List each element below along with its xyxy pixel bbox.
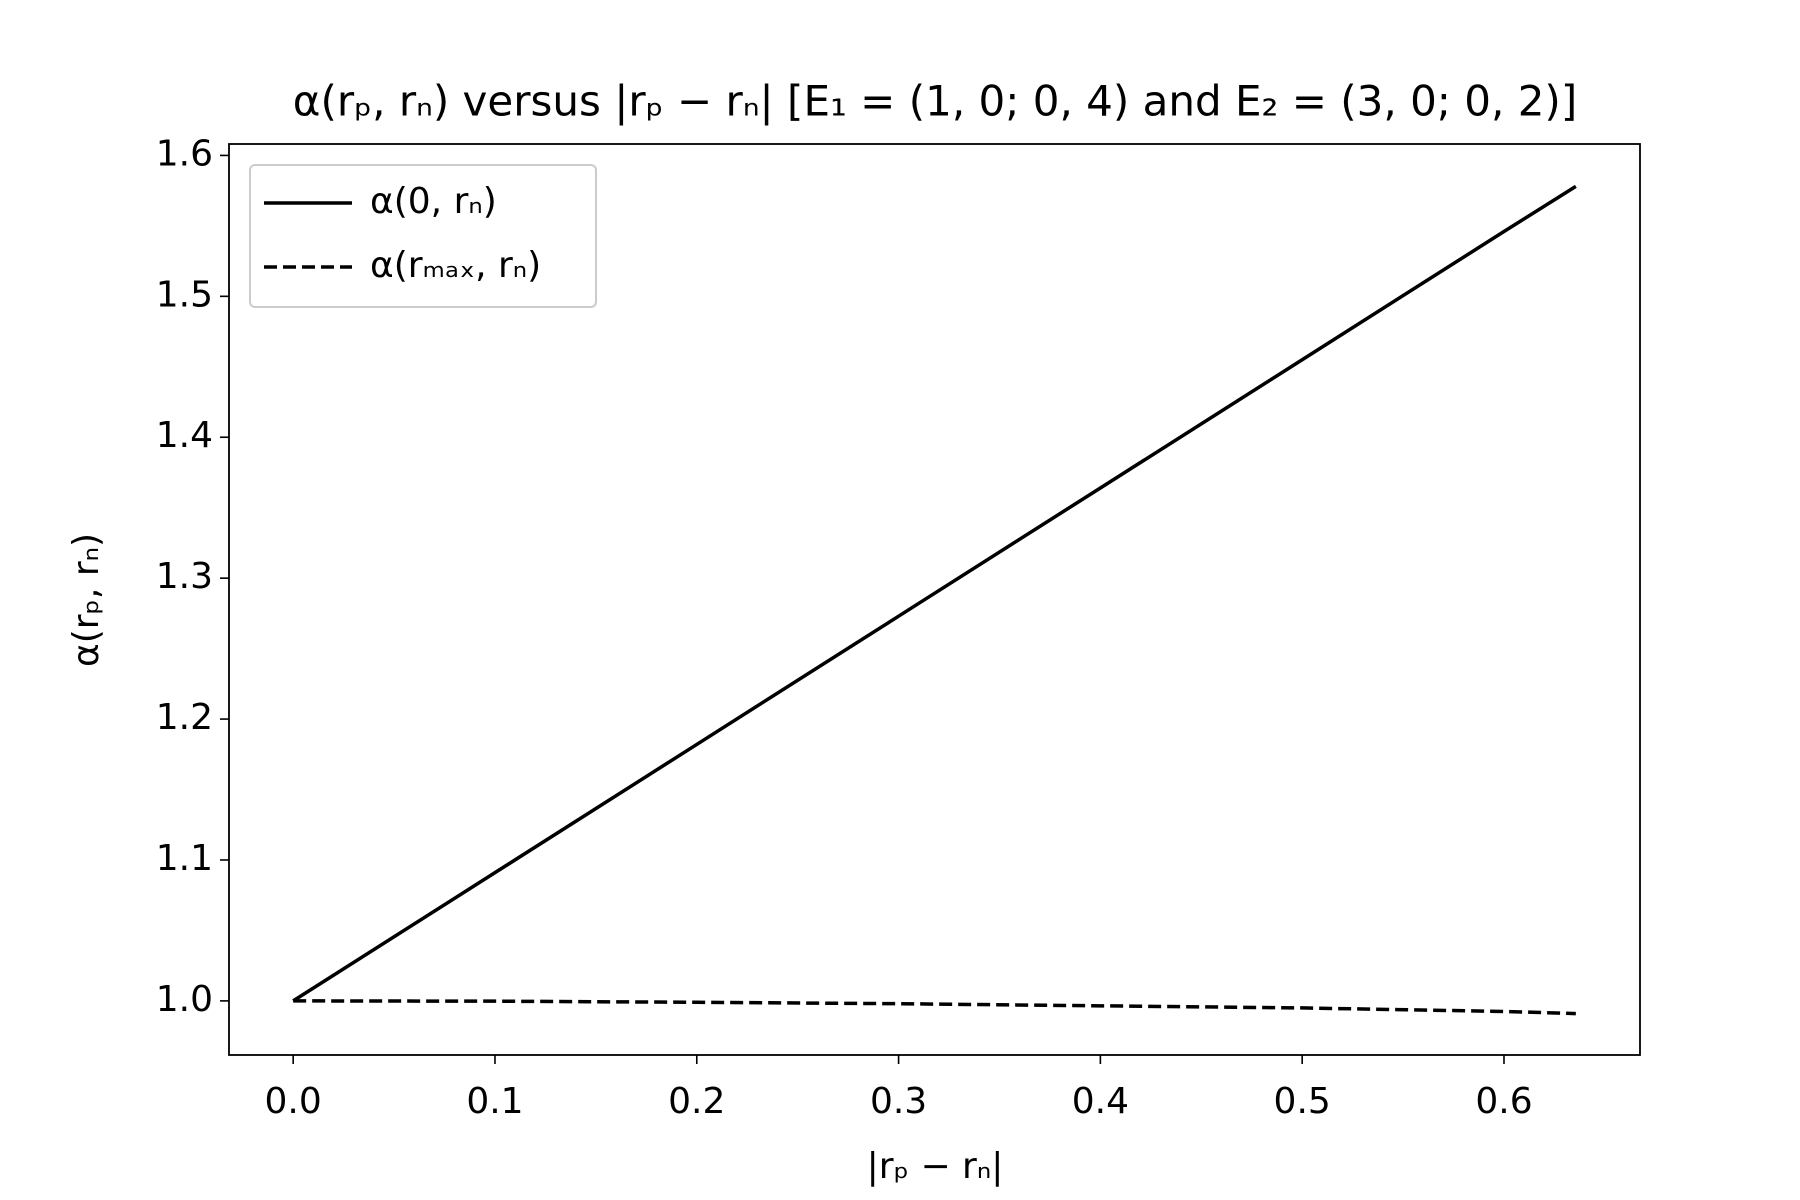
y-tick-label: 1.2 — [156, 697, 213, 738]
series-line — [293, 999, 1576, 1016]
legend: α(0, rₙ) α(rₘₐₓ, rₙ) — [249, 164, 597, 308]
chart-title: α(rₚ, rₙ) versus |rₚ − rₙ| [E₁ = (1, 0; … — [293, 77, 1577, 126]
legend-box — [249, 164, 597, 308]
y-tick-label: 1.4 — [156, 415, 213, 456]
x-tick-label: 0.2 — [668, 1081, 725, 1122]
y-tick-label: 1.3 — [156, 556, 213, 597]
x-tick-label: 0.6 — [1475, 1081, 1532, 1122]
x-tick-label: 0.3 — [870, 1081, 927, 1122]
x-tick-label: 0.5 — [1274, 1081, 1331, 1122]
plot-frame — [228, 143, 1641, 1056]
series-line — [292, 184, 1577, 1003]
x-axis-label: |rₚ − rₙ| — [867, 1146, 1004, 1187]
y-tick-label: 1.0 — [156, 979, 213, 1020]
x-tick-label: 0.4 — [1072, 1081, 1129, 1122]
legend-label: α(0, rₙ) — [370, 181, 497, 222]
y-tick-label: 1.5 — [156, 274, 213, 315]
y-tick-label: 1.6 — [156, 133, 213, 174]
x-tick-label: 0.1 — [466, 1081, 523, 1122]
x-tick-label: 0.0 — [265, 1081, 322, 1122]
legend-label: α(rₘₐₓ, rₙ) — [370, 245, 541, 286]
y-tick-label: 1.1 — [156, 838, 213, 879]
y-axis-label: α(rₚ, rₙ) — [66, 533, 107, 667]
